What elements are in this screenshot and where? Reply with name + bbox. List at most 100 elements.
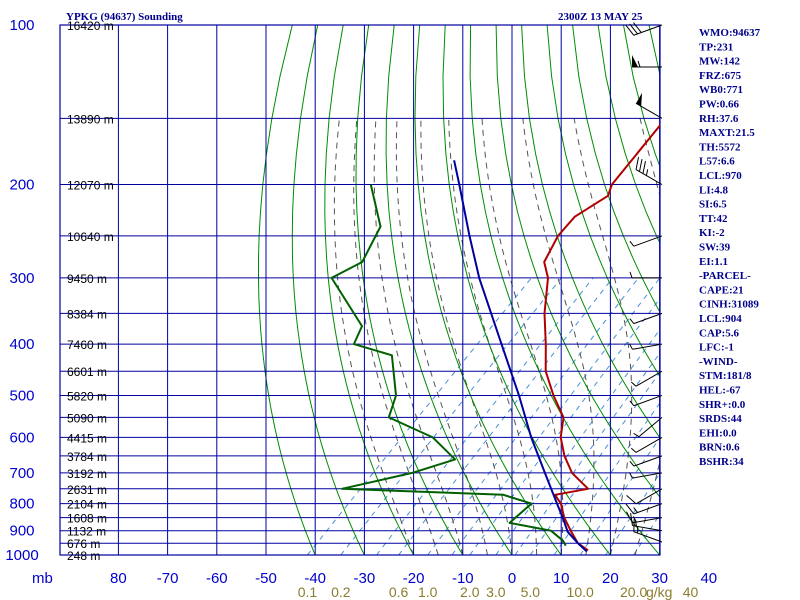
wind-barb bbox=[629, 455, 663, 467]
temperature-tick-label: 0 bbox=[508, 570, 516, 587]
plot-border bbox=[59, 24, 661, 556]
moist-adiabat bbox=[420, 118, 513, 555]
height-label: 2104 m bbox=[67, 498, 107, 512]
pressure-tick-label: 100 bbox=[9, 17, 34, 34]
mixing-ratio-tick-label: 3.0 bbox=[486, 584, 506, 600]
stability-index-item: LCL:970 bbox=[699, 170, 742, 182]
mixing-ratio-tick-label: 2.0 bbox=[460, 584, 480, 600]
height-label: 16420 m bbox=[67, 19, 114, 33]
chart-valid-time: 2300Z 13 MAY 25 bbox=[558, 11, 643, 23]
wind-barb bbox=[629, 235, 663, 247]
stability-index-item: EHI:0.0 bbox=[699, 427, 737, 439]
mixing-ratio-tick-label: 0.1 bbox=[298, 584, 318, 600]
wind-barb bbox=[629, 472, 663, 479]
stability-index-item: TP:231 bbox=[699, 41, 733, 53]
mixing-ratio-labels: 0.1 0.2 0.6 1.0 2.0 3.0 5.0 10.0 20.0 40 bbox=[298, 584, 699, 600]
stability-index-item: WMO:94637 bbox=[699, 27, 761, 39]
pressure-tick-label: 600 bbox=[9, 429, 34, 446]
stability-index-item: MAXT:21.5 bbox=[699, 127, 755, 139]
mixing-ratio-tick-label: 0.6 bbox=[389, 584, 409, 600]
mixing-ratio-tick-label: 10.0 bbox=[567, 584, 594, 600]
pressure-tick-label: 200 bbox=[9, 177, 34, 194]
mixing-ratio-line bbox=[579, 436, 660, 555]
height-labels: 16420 m 13890 m 12070 m 10640 m 9450 m 8384 m… bbox=[67, 19, 114, 563]
stability-index-item: -PARCEL- bbox=[699, 270, 751, 282]
pressure-tick-label: 900 bbox=[9, 523, 34, 540]
temperature-tick-label: -70 bbox=[157, 570, 179, 587]
pressure-tick-label: 400 bbox=[9, 336, 34, 353]
wind-barb bbox=[629, 271, 662, 279]
temperature-profile bbox=[543, 123, 660, 552]
stability-index-panel: WMO:94637 TP:231 MW:142 FRZ:675 WB0:771 PW:0.… bbox=[699, 27, 761, 468]
wind-barb bbox=[629, 312, 663, 325]
height-label: 7460 m bbox=[67, 338, 107, 352]
stability-index-item: SI:6.5 bbox=[699, 199, 727, 211]
height-label: 1608 m bbox=[67, 512, 107, 526]
wind-barb bbox=[625, 503, 663, 515]
wind-barb bbox=[633, 417, 663, 438]
pressure-tick-label: 500 bbox=[9, 387, 34, 404]
height-label: 2631 m bbox=[67, 483, 107, 497]
moist-adiabat bbox=[353, 118, 439, 555]
wind-barbs bbox=[625, 22, 663, 543]
mixing-ratio-tick-label: 1.0 bbox=[418, 584, 438, 600]
height-label: 10640 m bbox=[67, 230, 114, 244]
stability-index-item: LCL:904 bbox=[699, 313, 742, 325]
height-label: 8384 m bbox=[67, 307, 107, 321]
moist-adiabat bbox=[634, 118, 660, 555]
temperature-tick-label: 30 bbox=[651, 570, 668, 587]
wind-barb bbox=[635, 92, 663, 119]
height-label: 12070 m bbox=[67, 179, 114, 193]
stability-index-item: MW:142 bbox=[699, 56, 740, 68]
stability-index-item: CAP:5.6 bbox=[699, 327, 740, 339]
stability-index-item: SHR+:0.0 bbox=[699, 399, 746, 411]
stability-index-item: HEL:-67 bbox=[699, 385, 741, 397]
temperature-tick-label: -40 bbox=[304, 570, 326, 587]
height-label: 3192 m bbox=[67, 467, 107, 481]
chart-title: YPKG (94637) Sounding bbox=[66, 11, 183, 23]
parcel-profile bbox=[453, 160, 588, 553]
mixing-ratio-tick-label: 5.0 bbox=[521, 584, 541, 600]
stability-index-item: LI:4.8 bbox=[699, 184, 729, 196]
stability-index-item: CINH:31089 bbox=[699, 299, 759, 311]
temperature-tick-label: 10 bbox=[553, 570, 570, 587]
mixing-ratio-tick-label: 40 bbox=[683, 584, 699, 600]
height-label: 1132 m bbox=[67, 525, 106, 539]
stability-index-item: TT:42 bbox=[699, 213, 728, 225]
moist-adiabat bbox=[395, 118, 488, 555]
stability-index-item: LFC:-1 bbox=[699, 342, 734, 354]
stability-index-item: EI:1.1 bbox=[699, 256, 728, 268]
temperature-tick-label: -10 bbox=[452, 570, 474, 587]
height-label: 6601 m bbox=[67, 365, 107, 379]
stability-index-item: L57:6.6 bbox=[699, 156, 735, 168]
stability-index-item: BRN:0.6 bbox=[699, 442, 740, 454]
stability-index-item: TH:5572 bbox=[699, 141, 741, 153]
moist-adiabat bbox=[522, 118, 595, 555]
wind-barb bbox=[625, 22, 663, 36]
temperature-tick-label: -50 bbox=[255, 570, 277, 587]
pressure-tick-label: 300 bbox=[9, 270, 34, 287]
height-label: 9450 m bbox=[67, 272, 107, 286]
wind-barb bbox=[635, 157, 663, 185]
temperature-tick-label: -60 bbox=[206, 570, 228, 587]
mixing-ratio-line bbox=[605, 472, 660, 555]
height-label: 248 m bbox=[67, 549, 100, 563]
pressure-tick-label: 1000 bbox=[5, 547, 38, 564]
pressure-unit-label: mb bbox=[32, 570, 53, 587]
wind-barb bbox=[626, 488, 663, 505]
temperature-tick-label: 20 bbox=[602, 570, 619, 587]
stability-index-item: CAPE:21 bbox=[699, 284, 744, 296]
wind-barb bbox=[629, 343, 663, 350]
moist-adiabats bbox=[333, 118, 660, 555]
wind-barb bbox=[629, 394, 663, 407]
temperature-tick-label: -20 bbox=[403, 570, 425, 587]
stability-index-item: FRZ:675 bbox=[699, 70, 742, 82]
mixing-ratio-tick-label: 20.0 bbox=[620, 584, 647, 600]
wind-barb bbox=[632, 54, 662, 68]
mixing-ratio-unit-label: g/kg bbox=[646, 584, 672, 600]
stability-index-item: SRDS:44 bbox=[699, 413, 742, 425]
wind-barb bbox=[630, 370, 663, 387]
temperature-tick-label: 80 bbox=[110, 570, 127, 587]
